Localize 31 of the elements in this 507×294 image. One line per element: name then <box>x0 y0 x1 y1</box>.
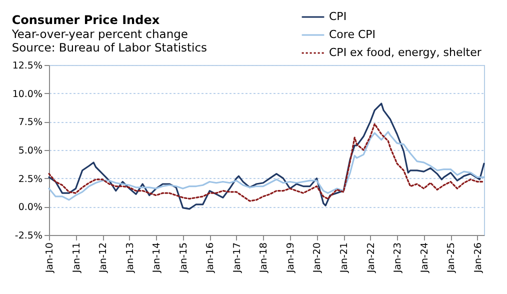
legend-label: Core CPI <box>329 28 376 41</box>
x-tick-label: Jan-12 <box>98 242 110 274</box>
y-tick-label: 2.5% <box>18 174 42 185</box>
y-tick-label: 5.0% <box>18 146 42 156</box>
x-tick-label: Jan-16 <box>205 242 216 274</box>
chart-title: Consumer Price Index <box>12 13 160 27</box>
x-tick-label: Jan-23 <box>392 242 404 274</box>
x-tick-label: Jan-18 <box>258 242 270 274</box>
x-tick-label: Jan-21 <box>339 242 350 274</box>
y-tick-label: 7.5% <box>18 117 42 128</box>
y-tick-label: 10.0% <box>12 88 42 100</box>
y-tick-label: -2.5% <box>14 230 42 242</box>
x-tick-label: Jan-15 <box>178 242 190 274</box>
x-tick-label: Jan-25 <box>446 242 458 274</box>
x-tick-label: Jan-19 <box>285 242 296 274</box>
line-series <box>48 102 485 210</box>
x-tick-label: Jan-10 <box>44 242 56 274</box>
source-note: Source: Bureau of Labor Statistics <box>12 40 208 54</box>
y-tick-label: 12.5% <box>12 60 42 72</box>
chart-subtitle: Year-over-year percent change <box>10 27 188 41</box>
legend-label: CPI ex food, energy, shelter <box>329 46 482 59</box>
x-tick-label: Jan-24 <box>419 242 430 274</box>
x-tick-label: Jan-14 <box>152 242 163 274</box>
x-tick-label: Jan-11 <box>71 242 82 274</box>
x-tick-label: Jan-13 <box>124 242 136 274</box>
x-tick-label: Jan-26 <box>472 242 484 274</box>
x-tick-label: Jan-17 <box>232 242 243 274</box>
x-tick-label: Jan-20 <box>312 242 324 274</box>
legend-label: CPI <box>329 10 347 23</box>
y-tick-label: 0.0% <box>18 202 42 214</box>
x-tick-label: Jan-22 <box>366 242 377 274</box>
